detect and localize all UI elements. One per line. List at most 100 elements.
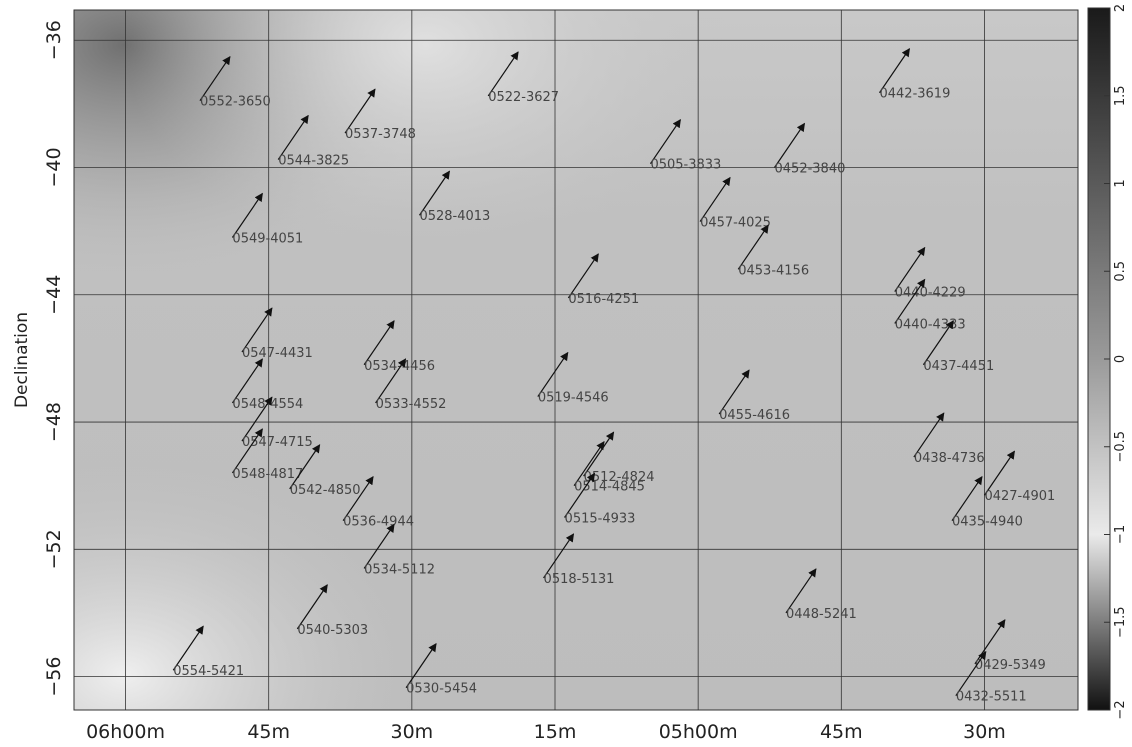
source-0442-3619: 0442-3619 (878, 48, 950, 102)
source-label: 0522-3627 (488, 90, 559, 105)
y-axis-label: Declination (12, 312, 32, 408)
source-label: 0505-3833 (650, 158, 721, 173)
y-tick-label: −40 (43, 147, 65, 187)
source-0522-3627: 0522-3627 (487, 51, 559, 105)
polarization-arrow (342, 475, 374, 522)
polarization-arrow (922, 320, 954, 366)
x-tick-label: 15m (534, 721, 577, 743)
source-0536-4944: 0536-4944 (342, 475, 414, 530)
source-0455-4616: 0455-4616 (718, 369, 790, 423)
polarization-arrow (913, 412, 945, 458)
polarization-arrow (487, 51, 519, 97)
source-0530-5454: 0530-5454 (405, 643, 477, 697)
colorbar-ticks: 2 1.5 1 0.5 0 −0.5 −1 −1.5 −2 (1104, 4, 1128, 720)
source-0457-4025: 0457-4025 (699, 176, 771, 231)
source-0453-4156: 0453-4156 (737, 224, 809, 278)
source-0542-4850: 0542-4850 (289, 444, 361, 498)
polarization-arrow (543, 533, 575, 579)
polarization-arrow (375, 358, 407, 404)
polarization-arrow (418, 170, 450, 216)
source-label: 0442-3619 (879, 87, 950, 102)
polarization-arrow (231, 358, 263, 404)
source-0505-3833: 0505-3833 (649, 118, 721, 173)
y-axis-ticks: −36 −40 −44 −48 −52 −56 (43, 20, 65, 696)
source-label: 0440-4229 (895, 286, 966, 301)
colorbar-tick-label: −0.5 (1113, 431, 1128, 463)
polarization-arrow (172, 625, 204, 671)
polarization-arrow (894, 278, 926, 324)
polarization-arrow (737, 224, 769, 270)
source-label: 0455-4616 (719, 408, 790, 423)
source-label: 0512-4824 (584, 470, 655, 485)
grid-lines (74, 10, 1078, 710)
source-label: 0542-4850 (290, 483, 361, 498)
source-0552-3650: 0552-3650 (199, 55, 271, 110)
source-0549-4051: 0549-4051 (231, 192, 303, 247)
source-label: 0533-4552 (376, 397, 447, 412)
x-tick-label: 30m (391, 721, 434, 743)
polarization-arrow (241, 396, 273, 442)
polarization-arrow (699, 176, 731, 222)
source-label: 0537-3748 (345, 127, 416, 142)
source-0432-5511: 0432-5511 (955, 650, 1027, 705)
source-label: 0514-4845 (574, 480, 645, 495)
y-tick-label: −36 (43, 20, 65, 60)
source-label: 0429-5349 (975, 658, 1046, 673)
source-label: 0552-3650 (200, 95, 271, 110)
polarization-arrow (649, 118, 681, 165)
colorbar-tick-label: 0 (1113, 355, 1128, 363)
polarization-arrow (718, 369, 750, 415)
polarization-arrow (951, 475, 983, 522)
source-label: 0536-4944 (343, 515, 414, 530)
source-0554-5421: 0554-5421 (172, 625, 244, 679)
source-0540-5303: 0540-5303 (296, 584, 368, 638)
source-label: 0515-4933 (565, 512, 636, 527)
source-0548-4817: 0548-4817 (231, 428, 303, 482)
source-label: 0518-5131 (544, 572, 615, 587)
source-0528-4013: 0528-4013 (418, 170, 490, 224)
polarization-arrow (537, 351, 569, 397)
polarization-arrow (983, 450, 1015, 496)
x-tick-label: 45m (247, 721, 290, 743)
source-label: 0547-4715 (242, 435, 313, 450)
source-0533-4552: 0533-4552 (375, 358, 447, 412)
colorbar-tick-label: −1.5 (1113, 606, 1128, 638)
source-label: 0432-5511 (956, 690, 1027, 705)
source-label: 0554-5421 (173, 664, 244, 679)
source-0448-5241: 0448-5241 (785, 568, 857, 622)
source-0438-4736: 0438-4736 (913, 412, 985, 466)
source-0547-4431: 0547-4431 (241, 307, 313, 361)
polarization-arrow (564, 472, 596, 518)
polarization-arrow (583, 431, 615, 477)
polarization-arrow (231, 192, 263, 238)
polarization-arrow (785, 568, 817, 614)
polarization-arrow (894, 246, 926, 292)
source-0547-4715: 0547-4715 (241, 396, 313, 450)
source-label: 0438-4736 (914, 451, 985, 466)
source-label: 0547-4431 (242, 346, 313, 361)
polarization-arrow (405, 643, 437, 689)
colorbar: 2 1.5 1 0.5 0 −0.5 −1 −1.5 −2 (1087, 4, 1128, 720)
source-0537-3748: 0537-3748 (344, 88, 416, 142)
source-label: 0534-5112 (364, 562, 435, 577)
polarization-arrow (241, 307, 273, 353)
source-0452-3840: 0452-3840 (774, 122, 845, 177)
x-tick-label: 06h00m (86, 721, 165, 743)
map-background (74, 10, 1078, 710)
source-label: 0437-4451 (923, 359, 994, 374)
source-0544-3825: 0544-3825 (277, 114, 349, 169)
source-0515-4933: 0515-4933 (564, 472, 636, 527)
source-label: 0540-5303 (297, 623, 368, 638)
polarization-arrow (878, 48, 910, 94)
polarization-arrow (774, 122, 806, 168)
source-0435-4940: 0435-4940 (951, 475, 1023, 530)
source-label: 0457-4025 (700, 216, 771, 231)
source-0512-4824: 0512-4824 (583, 431, 655, 485)
colorbar-tick-label: −1 (1113, 525, 1128, 544)
source-0519-4546: 0519-4546 (537, 351, 609, 406)
x-tick-label: 05h00m (659, 721, 738, 743)
source-0518-5131: 0518-5131 (543, 533, 615, 587)
source-0427-4901: 0427-4901 (983, 450, 1055, 504)
source-label: 0453-4156 (738, 263, 809, 278)
